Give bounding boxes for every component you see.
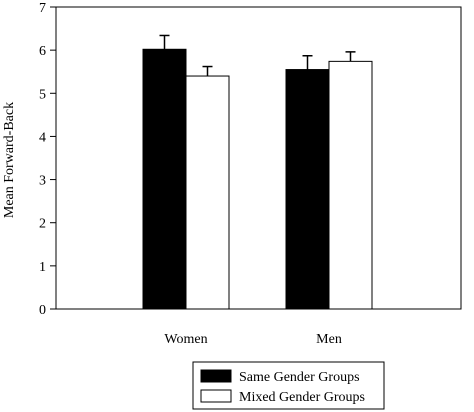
bar-same-men (285, 69, 330, 310)
legend-swatch (200, 369, 232, 383)
y-tick-label: 5 (39, 87, 46, 102)
y-tick-label: 3 (39, 174, 46, 189)
x-category-label: Men (316, 332, 342, 347)
x-category-label: Women (164, 332, 207, 347)
bar-mixed-men (328, 60, 373, 310)
bar-mixed-women (185, 75, 230, 310)
y-tick-label: 1 (39, 260, 46, 275)
y-tick-label: 7 (39, 1, 46, 16)
legend-label: Mixed Gender Groups (239, 390, 365, 405)
y-tick-label: 2 (39, 217, 46, 232)
legend-label: Same Gender Groups (239, 370, 360, 385)
y-tick-label: 0 (39, 303, 46, 318)
plot-frame (55, 6, 462, 310)
bar-same-women (142, 48, 187, 310)
legend-swatch (200, 389, 232, 403)
y-tick-label: 4 (39, 130, 46, 145)
y-axis-title: Mean Forward-Back (2, 102, 17, 218)
y-tick-label: 6 (39, 44, 46, 59)
plot-area: 0 1 2 3 4 5 6 7 Women Men (39, 1, 462, 347)
legend: Same Gender Groups Mixed Gender Groups (192, 361, 385, 410)
